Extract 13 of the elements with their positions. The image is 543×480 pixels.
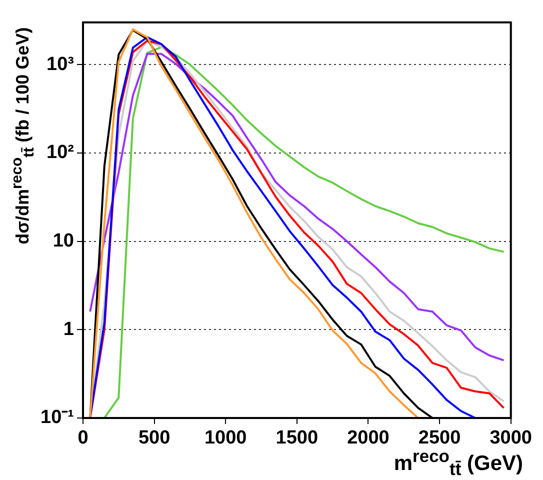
x-tick-label: 2500 [418, 428, 461, 449]
x-tick-label: 1000 [204, 428, 247, 449]
x-tick-label: 3000 [490, 428, 532, 449]
x-tick-label: 500 [138, 428, 170, 449]
x-tick-label: 0 [78, 428, 88, 449]
y-tick-label: 10² [46, 142, 74, 164]
x-axis-title: m$^{reco}$$_{tt̄}$ (GeV) [394, 446, 523, 480]
x-tick-label: 1500 [276, 428, 318, 449]
y-tick-label: 10⁻¹ [40, 407, 74, 428]
y-tick-label: 10³ [46, 54, 74, 75]
y-tick-label: 10 [52, 230, 74, 252]
y-tick-label: 1 [63, 318, 74, 340]
x-tick-label: 2000 [347, 428, 390, 449]
